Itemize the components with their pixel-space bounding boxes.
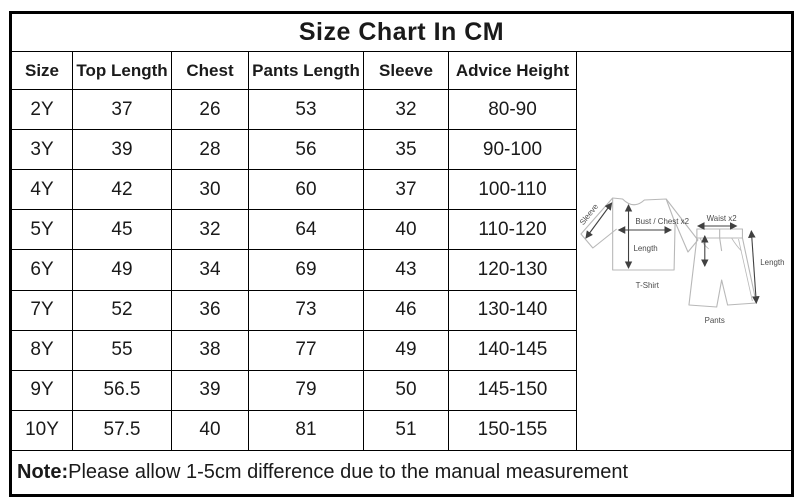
column-header-sleeve: Sleeve xyxy=(363,50,449,91)
table-cell-pants-length: 60 xyxy=(248,169,364,211)
header-row: Size Top Length Chest Pants Length Sleev… xyxy=(10,50,793,451)
title-row: Size Chart In CM xyxy=(10,12,793,52)
table-cell-sleeve: 35 xyxy=(363,129,449,171)
table-cell-chest: 39 xyxy=(171,369,249,411)
table-cell-advice-height: 110-120 xyxy=(448,209,577,251)
table-row: 7Y 52 36 73 46 130-140 xyxy=(10,289,793,331)
measurement-diagram: Sleeve Bust / Chest x2 Length T-Shirt Wa… xyxy=(578,197,785,325)
table-cell-chest: 36 xyxy=(171,289,249,331)
table-cell-advice-height: 145-150 xyxy=(448,369,577,411)
bust-label: Bust / Chest x2 xyxy=(635,217,689,226)
table-cell-advice-height: 120-130 xyxy=(448,249,577,291)
table-cell-chest: 26 xyxy=(171,89,249,131)
table-row: 5Y 45 32 64 40 110-120 xyxy=(10,209,793,251)
table-cell-sleeve: 32 xyxy=(363,89,449,131)
table-row: 2Y 37 26 53 32 80-90 xyxy=(10,89,793,131)
note-label: Note: xyxy=(17,461,69,483)
table-cell-size: 4Y xyxy=(10,169,73,211)
table-cell-pants-length: 79 xyxy=(248,369,364,411)
table-cell-advice-height: 140-145 xyxy=(448,329,577,371)
table-cell-size: 7Y xyxy=(10,289,73,331)
table-cell-advice-height: 90-100 xyxy=(448,129,577,171)
pants-length-arrow xyxy=(748,230,760,304)
table-cell-sleeve: 37 xyxy=(363,169,449,211)
column-header-advice-height: Advice Height xyxy=(448,50,577,91)
table-cell-size: 8Y xyxy=(10,329,73,371)
table-cell-top-length: 55 xyxy=(72,329,172,371)
table-cell-pants-length: 69 xyxy=(248,249,364,291)
table-cell-chest: 30 xyxy=(171,169,249,211)
table-cell-size: 2Y xyxy=(10,89,73,131)
sleeve-arrow xyxy=(585,202,613,239)
table-cell-sleeve: 43 xyxy=(363,249,449,291)
table-cell-chest: 28 xyxy=(171,129,249,171)
table-cell-pants-length: 77 xyxy=(248,329,364,371)
table-cell-top-length: 45 xyxy=(72,209,172,251)
table-cell-chest: 34 xyxy=(171,249,249,291)
column-header-size: Size xyxy=(10,50,73,91)
table-row: 9Y 56.5 39 79 50 145-150 xyxy=(10,369,793,411)
table-row: 10Y 57.5 40 81 51 150-155 xyxy=(10,409,793,452)
note: Note:Please allow 1-5cm difference due t… xyxy=(10,450,793,496)
table-cell-pants-length: 81 xyxy=(248,409,364,452)
table-cell-top-length: 37 xyxy=(72,89,172,131)
note-text: Please allow 1-5cm difference due to the… xyxy=(68,461,629,483)
table-cell-sleeve: 40 xyxy=(363,209,449,251)
table-cell-top-length: 42 xyxy=(72,169,172,211)
table-row: 3Y 39 28 56 35 90-100 xyxy=(10,129,793,171)
table-cell-size: 5Y xyxy=(10,209,73,251)
table-cell-sleeve: 49 xyxy=(363,329,449,371)
column-header-chest: Chest xyxy=(171,50,249,91)
table-cell-pants-length: 53 xyxy=(248,89,364,131)
table-cell-sleeve: 46 xyxy=(363,289,449,331)
table-cell-top-length: 56.5 xyxy=(72,369,172,411)
table-cell-advice-height: 130-140 xyxy=(448,289,577,331)
table-cell-top-length: 39 xyxy=(72,129,172,171)
table-cell-chest: 40 xyxy=(171,409,249,452)
table-cell-size: 3Y xyxy=(10,129,73,171)
column-header-top-length: Top Length xyxy=(72,50,172,91)
measurement-diagram-cell: Sleeve Bust / Chest x2 Length T-Shirt Wa… xyxy=(576,51,793,451)
table-cell-chest: 38 xyxy=(171,329,249,371)
table-cell-size: 6Y xyxy=(10,249,73,291)
table-cell-chest: 32 xyxy=(171,209,249,251)
table-cell-sleeve: 51 xyxy=(363,409,449,452)
pants-label: Pants xyxy=(705,316,725,325)
column-header-pants-length: Pants Length xyxy=(248,50,364,91)
tshirt-label: T-Shirt xyxy=(636,281,660,290)
table-row: 8Y 55 38 77 49 140-145 xyxy=(10,329,793,371)
table-row: 6Y 49 34 69 43 120-130 xyxy=(10,249,793,291)
pants-length-label: Length xyxy=(760,258,784,267)
table-cell-sleeve: 50 xyxy=(363,369,449,411)
waist-label: Waist x2 xyxy=(707,214,738,223)
size-chart-table: Size Chart In CM Size Top Length Chest P… xyxy=(9,11,794,497)
table-cell-advice-height: 80-90 xyxy=(448,89,577,131)
table-cell-top-length: 57.5 xyxy=(72,409,172,452)
shirt-length-label: Length xyxy=(633,244,657,253)
table-cell-advice-height: 150-155 xyxy=(448,409,577,452)
table-cell-size: 9Y xyxy=(10,369,73,411)
table-cell-top-length: 49 xyxy=(72,249,172,291)
table-row: 4Y 42 30 60 37 100-110 xyxy=(10,169,793,211)
pants-outline xyxy=(688,228,757,308)
table-cell-top-length: 52 xyxy=(72,289,172,331)
table-cell-advice-height: 100-110 xyxy=(448,169,577,211)
table-cell-pants-length: 73 xyxy=(248,289,364,331)
table-cell-pants-length: 56 xyxy=(248,129,364,171)
table-cell-pants-length: 64 xyxy=(248,209,364,251)
page-title: Size Chart In CM xyxy=(10,12,793,52)
note-row: Note:Please allow 1-5cm difference due t… xyxy=(10,450,793,496)
table-cell-size: 10Y xyxy=(10,409,73,452)
